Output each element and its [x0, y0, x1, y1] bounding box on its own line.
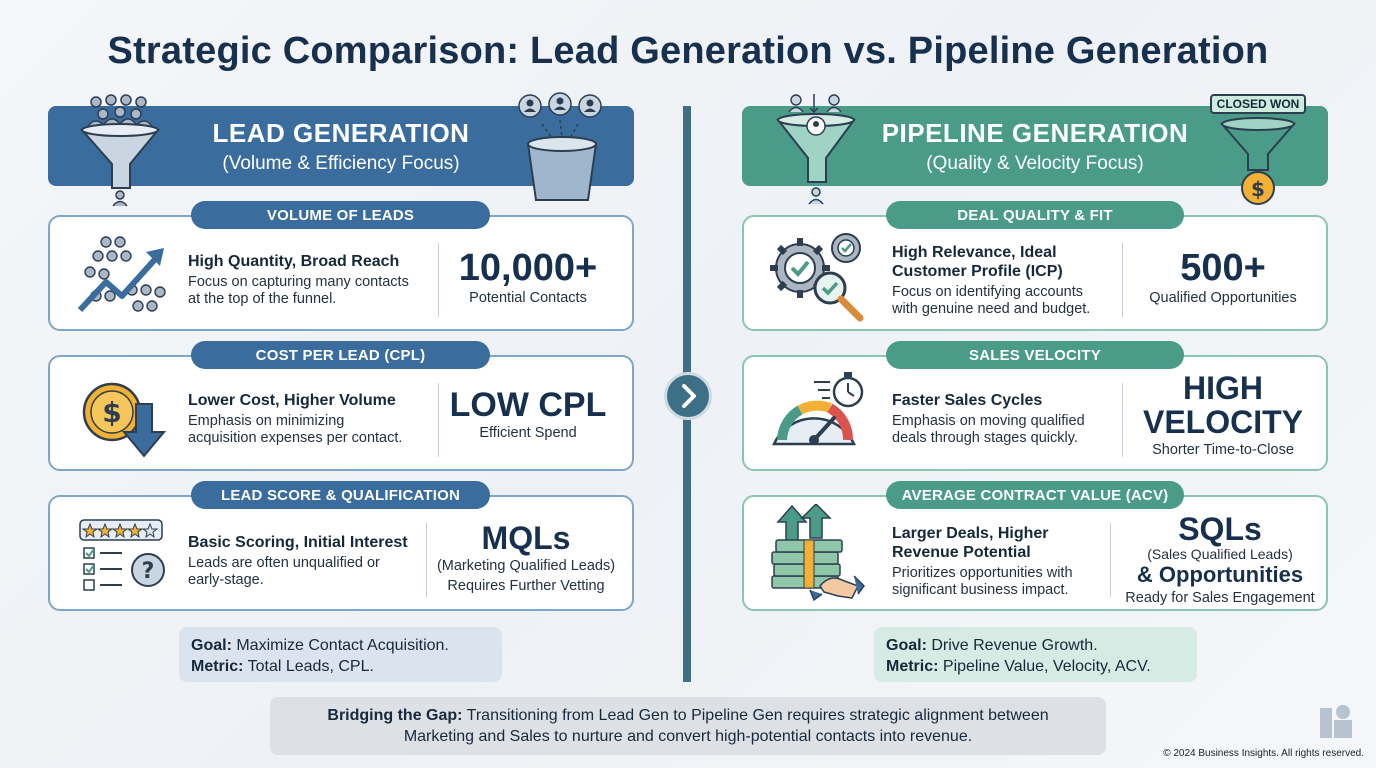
lead-score-desc-2: early-stage.	[188, 572, 264, 588]
lead-cpl-pill: COST PER LEAD (CPL)	[191, 341, 490, 369]
lead-score-stat-sub-2: Requires Further Vetting	[447, 578, 605, 594]
brand-logo-icon	[1320, 705, 1352, 738]
pipeline-acv-divider	[1110, 523, 1111, 597]
lead-metric-label: Metric:	[191, 658, 244, 675]
pipeline-quality-stat: 500+	[1180, 247, 1266, 289]
lead-cpl-heading: Lower Cost, Higher Volume	[188, 392, 396, 409]
bucket-contacts-icon	[518, 92, 602, 201]
bridging-gap-box: Bridging the Gap: Transitioning from Lea…	[270, 697, 1106, 755]
pipeline-acv-desc-1: Prioritizes opportunities with	[892, 565, 1073, 581]
pipeline-goal-text: Drive Revenue Growth.	[931, 637, 1098, 654]
lead-cpl-stat: LOW CPL	[449, 386, 607, 424]
lead-cpl-desc-1: Emphasis on minimizing	[188, 413, 345, 429]
svg-text:$: $	[1251, 177, 1265, 201]
pipeline-velocity-desc-2: deals through stages quickly.	[892, 430, 1078, 446]
lead-goal-text: Maximize Contact Acquisition.	[236, 637, 449, 654]
bridge-line-1: Transitioning from Lead Gen to Pipeline …	[466, 707, 1049, 724]
lead-score-divider	[426, 523, 427, 597]
lead-gen-subtitle: (Volume & Efficiency Focus)	[222, 152, 460, 174]
pipeline-quality-card	[742, 215, 1328, 331]
lead-score-pill: LEAD SCORE & QUALIFICATION	[191, 481, 490, 509]
crowd-growth-icon	[77, 236, 166, 313]
svg-text:$: $	[102, 396, 121, 429]
pipeline-quality-heading-2: Customer Profile (ICP)	[892, 263, 1063, 280]
closed-won-funnel-icon: $	[1220, 117, 1296, 205]
lead-score-stat: MQLs	[481, 520, 571, 556]
lead-score-stat-sub-1: (Marketing Qualified Leads)	[436, 558, 616, 574]
pipeline-metric-text: Pipeline Value, Velocity, ACV.	[942, 658, 1151, 675]
pipeline-acv-pill: AVERAGE CONTRACT VALUE (ACV)	[886, 481, 1184, 509]
lead-volume-stat: 10,000+	[458, 247, 598, 289]
lead-metric-text: Total Leads, CPL.	[247, 658, 374, 675]
pipeline-velocity-pill: SALES VELOCITY	[886, 341, 1184, 369]
lead-volume-divider	[438, 243, 439, 317]
pipeline-acv-stat-2: & Opportunities	[1136, 562, 1304, 587]
pipeline-acv-heading-1: Larger Deals, Higher	[892, 525, 1049, 542]
bridge-line-2: Marketing and Sales to nurture and conve…	[403, 728, 973, 745]
pipeline-quality-pill: DEAL QUALITY & FIT	[886, 201, 1184, 229]
pipeline-quality-desc-2: with genuine need and budget.	[892, 301, 1091, 317]
lead-cpl-desc-2: acquisition expenses per contact.	[188, 430, 403, 446]
lead-gen-title: LEAD GENERATION	[212, 117, 470, 148]
bridge-label: Bridging the Gap:	[327, 707, 463, 724]
page-title: Strategic Comparison: Lead Generation vs…	[107, 30, 1269, 72]
pipeline-quality-divider	[1122, 243, 1123, 317]
pipeline-gen-title: PIPELINE GENERATION	[881, 117, 1189, 148]
lead-volume-stat-sub: Potential Contacts	[469, 290, 587, 306]
lead-volume-desc-1: Focus on capturing many contacts	[188, 274, 409, 290]
funnel-people-icon	[79, 94, 161, 207]
lead-score-heading: Basic Scoring, Initial Interest	[188, 534, 408, 551]
lead-cpl-divider	[438, 383, 439, 457]
pipeline-gen-subtitle: (Quality & Velocity Focus)	[926, 152, 1144, 174]
copyright-text: © 2024 Business Insights. All rights res…	[1163, 748, 1364, 759]
lead-score-card	[48, 495, 634, 611]
chevron-right-icon	[664, 372, 712, 420]
pipeline-acv-stat: SQLs	[1178, 511, 1262, 547]
pipeline-acv-heading-2: Revenue Potential	[892, 544, 1031, 561]
checklist-question-icon: ?	[79, 519, 165, 591]
svg-text:?: ?	[142, 559, 155, 584]
lead-goal-label: Goal:	[191, 637, 232, 654]
pipeline-quality-heading-1: High Relevance, Ideal	[892, 244, 1057, 261]
pipeline-velocity-stat-sub: Shorter Time-to-Close	[1152, 442, 1294, 458]
lead-goal-box: Goal: Maximize Contact Acquisition. Metr…	[179, 627, 502, 682]
pipeline-metric-label: Metric:	[886, 658, 939, 675]
pipeline-acv-stat-sub: Ready for Sales Engagement	[1125, 590, 1315, 606]
funnel-filter-icon	[775, 94, 856, 205]
closed-won-badge: CLOSED WON	[1210, 94, 1306, 114]
pipeline-quality-desc-1: Focus on identifying accounts	[892, 284, 1084, 300]
pipeline-acv-desc-2: significant business impact.	[892, 582, 1069, 598]
lead-score-desc-1: Leads are often unqualified or	[188, 555, 380, 571]
pipeline-velocity-stat-1: HIGH	[1183, 370, 1263, 406]
pipeline-quality-stat-sub: Qualified Opportunities	[1149, 290, 1297, 306]
money-handshake-icon	[771, 504, 865, 602]
pipeline-goal-label: Goal:	[886, 637, 927, 654]
lead-volume-desc-2: at the top of the funnel.	[188, 291, 337, 307]
lead-volume-pill: VOLUME OF LEADS	[191, 201, 490, 229]
pipeline-velocity-divider	[1122, 383, 1123, 457]
pipeline-velocity-desc-1: Emphasis on moving qualified	[892, 413, 1085, 429]
pipeline-velocity-stat-2: VELOCITY	[1142, 404, 1303, 440]
lead-volume-heading: High Quantity, Broad Reach	[188, 253, 400, 270]
gear-check-search-icon	[770, 233, 864, 322]
speedometer-stopwatch-icon	[772, 372, 864, 446]
pipeline-velocity-heading: Faster Sales Cycles	[892, 392, 1043, 409]
dollar-down-icon: $	[82, 382, 167, 458]
pipeline-goal-box: Goal: Drive Revenue Growth. Metric: Pipe…	[874, 627, 1197, 682]
lead-cpl-stat-sub: Efficient Spend	[479, 425, 577, 441]
pipeline-acv-stat-mid: (Sales Qualified Leads)	[1147, 546, 1293, 562]
